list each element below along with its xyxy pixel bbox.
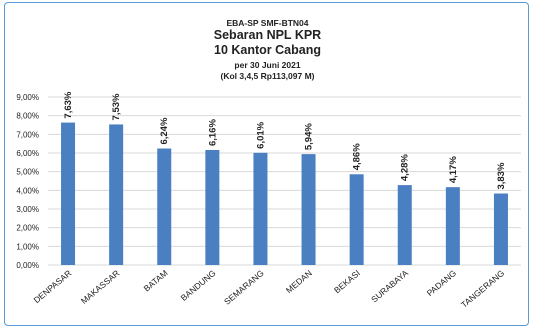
data-label: 6,16% (207, 119, 218, 146)
category-label: BEKASI (332, 268, 362, 295)
category-label: TANGERANG (459, 268, 506, 310)
data-label: 4,28% (400, 154, 411, 181)
y-tick-label: 8,00% (16, 112, 39, 121)
data-label: 4,17% (448, 156, 459, 183)
chart-title-note: (Kol 3,4,5 Rp113,097 M) (220, 71, 315, 81)
y-tick-label: 7,00% (16, 130, 39, 139)
y-tick-label: 3,00% (16, 205, 39, 214)
bar (253, 152, 268, 265)
bar (493, 193, 508, 265)
chart-title-main: Sebaran NPL KPR (213, 28, 322, 42)
category-label: MAKASSAR (79, 268, 122, 306)
data-label: 7,63% (63, 91, 74, 118)
y-tick-label: 5,00% (16, 168, 39, 177)
data-label: 7,53% (111, 93, 122, 120)
bar (157, 148, 172, 265)
bar (397, 185, 412, 265)
bar (109, 124, 124, 265)
data-label: 6,01% (255, 121, 266, 148)
bar (445, 187, 460, 265)
data-label: 5,94% (304, 123, 315, 150)
bar (301, 154, 316, 265)
category-label: PADANG (425, 268, 458, 298)
category-label: SEMARANG (222, 268, 266, 307)
y-tick-label: 9,00% (16, 93, 39, 102)
y-tick-label: 0,00% (16, 261, 39, 270)
y-tick-label: 6,00% (16, 149, 39, 158)
chart-title-series: EBA-SP SMF-BTN04 (226, 18, 309, 28)
category-label: BATAM (142, 268, 170, 294)
category-label: BANDUNG (179, 268, 218, 303)
chart-title-sub: 10 Kantor Cabang (214, 43, 321, 57)
chart-title-date: per 30 Juni 2021 (234, 60, 301, 70)
data-label: 3,83% (496, 162, 507, 189)
chart-frame (4, 2, 529, 326)
category-label: DENPASAR (32, 268, 74, 305)
bar (349, 174, 364, 265)
data-label: 6,24% (159, 117, 170, 144)
y-tick-label: 1,00% (16, 242, 39, 251)
y-tick-label: 4,00% (16, 186, 39, 195)
bar (205, 150, 220, 265)
category-label: MEDAN (284, 268, 314, 295)
category-label: SURABAYA (369, 268, 410, 305)
data-label: 4,86% (352, 143, 363, 170)
y-tick-label: 2,00% (16, 224, 39, 233)
bar (61, 122, 76, 265)
